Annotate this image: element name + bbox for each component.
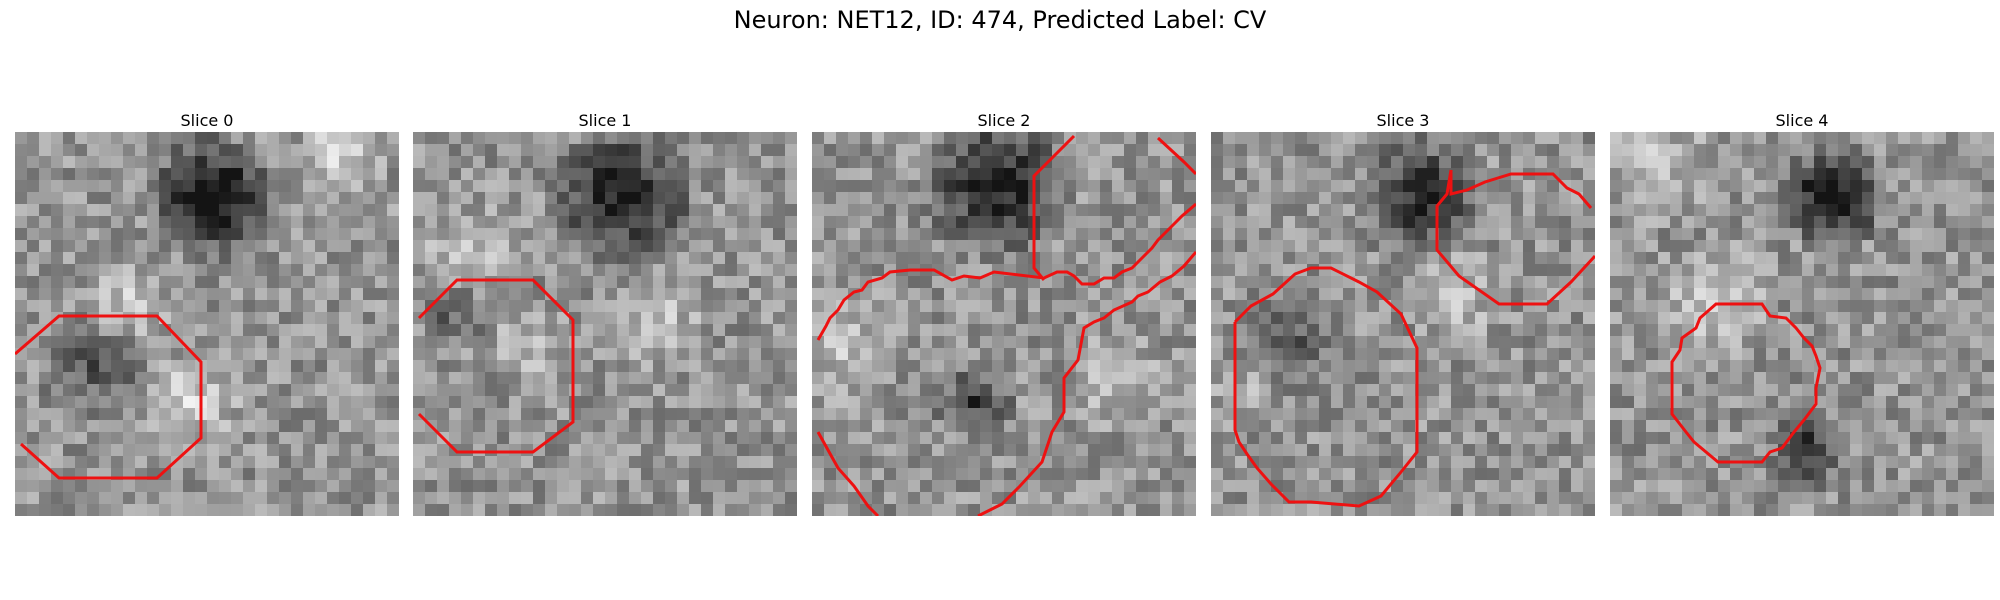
slice-title: Slice 2 [977,111,1031,130]
slice-image [812,132,1196,516]
slice-image [15,132,399,516]
roi-contour [816,431,880,516]
slice-panel-4: Slice 4 [1610,110,1994,516]
roi-contour [977,251,1196,516]
grayscale-slice [1211,132,1595,516]
figure-title: Neuron: NET12, ID: 474, Predicted Label:… [733,6,1267,34]
slice-title: Slice 0 [180,111,234,130]
slice-image [1211,132,1595,516]
slice-panel-1: Slice 1 [413,110,797,516]
roi-contour [1156,136,1196,176]
roi-contour [1233,266,1419,508]
roi-overlay [1233,169,1595,508]
roi-overlay [15,314,203,480]
slice-panel-2: Slice 2 [812,110,1196,516]
roi-contour [1435,169,1595,306]
slice-image [1610,132,1994,516]
slice-title: Slice 1 [578,111,632,130]
roi-contour [1449,170,1593,209]
roi-contour [1032,134,1076,281]
roi-overlay [816,134,1196,516]
slice-image [413,132,797,516]
slice-panel-0: Slice 0 [15,110,399,516]
slice-panel-3: Slice 3 [1211,110,1595,516]
roi-contour [1670,302,1822,464]
slice-title: Slice 4 [1775,111,1829,130]
slice-title: Slice 3 [1376,111,1430,130]
roi-contour [816,202,1196,341]
roi-contour [15,314,203,480]
grayscale-slice [812,132,1196,516]
grayscale-slice [1610,132,1994,516]
roi-overlay [417,278,575,454]
grayscale-slice [15,132,399,516]
roi-overlay [1670,302,1822,464]
roi-contour [417,278,575,454]
